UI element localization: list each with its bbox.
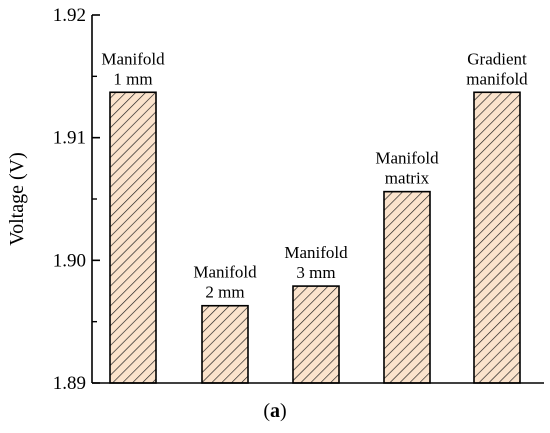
bar-label-3-line-2: 3 mm <box>296 263 335 282</box>
bar-label-2-line-1: Manifold <box>193 263 257 282</box>
bar-label-5-line-1: Gradient <box>467 49 527 68</box>
y-tick-label: 1.92 <box>53 5 86 26</box>
bar-label-2-line-2: 2 mm <box>205 283 244 302</box>
bar-label-5-line-2: manifold <box>466 69 528 88</box>
y-tick-label: 1.89 <box>53 373 86 394</box>
bar-label-3-line-1: Manifold <box>284 243 348 262</box>
figure-caption: (a) <box>263 400 287 422</box>
bar-label-4-line-1: Manifold <box>375 149 439 168</box>
bar-1 <box>109 91 157 384</box>
y-tick-label: 1.91 <box>53 128 86 149</box>
bar-label-4-line-2: matrix <box>385 169 430 188</box>
bar-5 <box>473 91 521 384</box>
bar-label-1-line-1: Manifold <box>101 49 165 68</box>
bar-2 <box>201 304 249 384</box>
bar-label-1-line-2: 1 mm <box>113 69 152 88</box>
y-axis-title: Voltage (V) <box>6 152 28 246</box>
bar-4 <box>383 190 431 384</box>
y-tick-label: 1.90 <box>53 250 86 271</box>
bar-3 <box>292 285 340 384</box>
